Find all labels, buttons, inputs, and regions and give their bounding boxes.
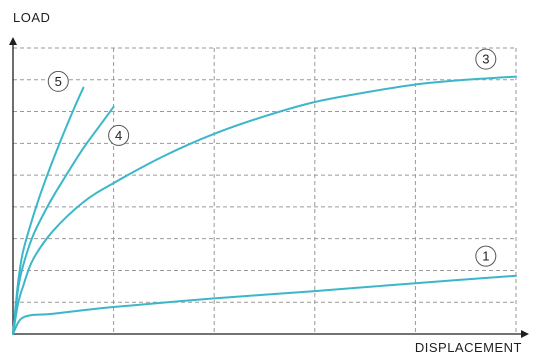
curve-marker-3: 3 bbox=[475, 48, 497, 70]
marker-label: 5 bbox=[55, 74, 62, 89]
x-axis-arrow bbox=[521, 330, 529, 338]
curve-marker-4: 4 bbox=[108, 124, 130, 146]
x-axis-label: DISPLACEMENT bbox=[415, 340, 522, 354]
marker-circle bbox=[475, 48, 497, 70]
curve-5 bbox=[12, 86, 85, 335]
curve-1 bbox=[12, 274, 517, 335]
marker-label: 1 bbox=[482, 249, 489, 264]
series-layer bbox=[12, 75, 517, 335]
marker-circle bbox=[47, 70, 69, 92]
marker-circle bbox=[108, 124, 130, 146]
curve-3 bbox=[12, 75, 517, 335]
marker-layer: 1 3 4 5 bbox=[47, 48, 497, 267]
marker-circle bbox=[475, 245, 497, 267]
y-axis-arrow bbox=[9, 37, 17, 45]
y-axis-label: LOAD bbox=[13, 10, 50, 25]
axes bbox=[9, 37, 529, 338]
marker-label: 4 bbox=[115, 128, 122, 143]
marker-label: 3 bbox=[482, 52, 489, 67]
grid bbox=[13, 47, 517, 334]
curve-marker-5: 5 bbox=[47, 70, 69, 92]
curve-4 bbox=[12, 105, 115, 335]
curve-marker-1: 1 bbox=[475, 245, 497, 267]
